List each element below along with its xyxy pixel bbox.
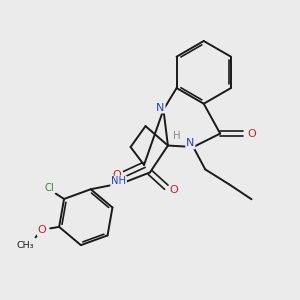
Text: NH: NH [111,176,126,186]
Text: O: O [169,185,178,195]
Text: O: O [113,170,122,180]
Text: O: O [38,226,46,236]
Text: H: H [172,131,180,141]
Text: O: O [247,129,256,139]
Text: N: N [156,103,165,112]
Text: N: N [186,138,194,148]
Text: Cl: Cl [45,183,55,193]
Text: CH₃: CH₃ [17,241,34,250]
